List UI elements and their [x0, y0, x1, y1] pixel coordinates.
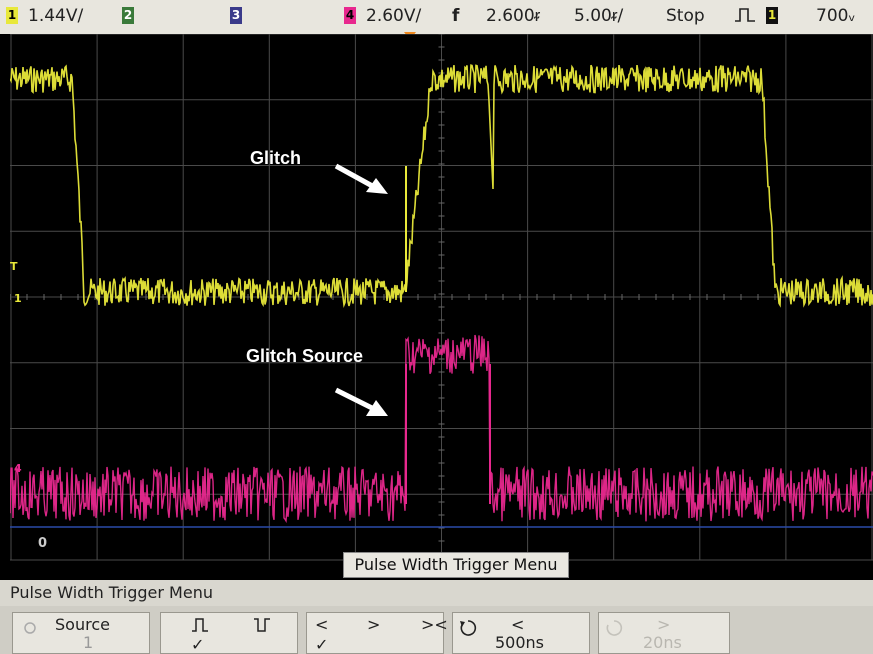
channel-4-waveform — [10, 334, 873, 524]
greater-than-symbol: > — [657, 615, 671, 634]
trigger-level-marker: T — [10, 260, 18, 273]
channel-2-indicator[interactable]: 2 — [122, 7, 134, 24]
greater-than-time-softkey[interactable]: > 20ns — [598, 612, 730, 654]
trigger-level[interactable]: 700ᵥ — [816, 6, 856, 26]
waveform-canvas — [10, 34, 873, 561]
timebase-value[interactable]: 5.00ᵲ/ — [574, 6, 624, 26]
run-state[interactable]: Stop — [666, 6, 705, 26]
less-than-time-value: 500ns — [495, 633, 545, 652]
trigger-source-indicator: 1 — [766, 7, 778, 24]
source-value: 1 — [83, 633, 94, 652]
waveform-display[interactable]: Glitch Glitch Source T 1 4 0 — [10, 34, 873, 580]
qualifier-greater-than: > — [367, 615, 381, 634]
rotate-knob-icon — [606, 620, 623, 636]
channel-1-scale[interactable]: 1.44V/ — [28, 6, 84, 26]
rotate-knob-icon — [460, 620, 477, 636]
qualifier-less-than: < — [315, 615, 329, 634]
channel-4-indicator[interactable]: 4 — [344, 7, 356, 24]
polarity-check-icon: ✓ — [191, 635, 205, 654]
channel-4-scale[interactable]: 2.60V/ — [366, 6, 422, 26]
menu-overlay-label: Pulse Width Trigger Menu — [343, 552, 569, 578]
pulse-trigger-icon — [734, 6, 756, 29]
glitch-arrow-icon — [334, 163, 388, 194]
qualifier-check-icon: ✓ — [315, 635, 329, 654]
rotate-knob-icon — [24, 622, 36, 634]
status-bar: 1 1.44V/ 2 3 4 2.60V/ f 2.600ᵲ 5.00ᵲ/ St… — [0, 0, 873, 34]
qualifier-range: >< — [421, 615, 448, 634]
polarity-softkey[interactable]: ✓ — [160, 612, 298, 654]
channel-3-indicator[interactable]: 3 — [230, 7, 242, 24]
delay-value[interactable]: 2.600ᵲ — [486, 6, 541, 26]
softkey-bar: Source 1 ✓ < > >< ✓ < 500ns > 20ns — [0, 606, 873, 654]
zero-marker: 0 — [38, 536, 48, 551]
less-than-time-softkey[interactable]: < 500ns — [452, 612, 590, 654]
trigger-edge-icon: f — [452, 6, 460, 26]
channel-1-waveform — [10, 64, 873, 308]
glitch-source-arrow-icon — [334, 387, 388, 416]
greater-than-time-value: 20ns — [643, 633, 682, 652]
channel-4-ground-marker: 4 — [14, 462, 22, 475]
channel-1-indicator[interactable]: 1 — [6, 7, 18, 24]
glitch-source-annotation: Glitch Source — [246, 346, 364, 366]
menu-title: Pulse Width Trigger Menu — [0, 580, 873, 606]
qualifier-softkey[interactable]: < > >< ✓ — [306, 612, 448, 654]
glitch-annotation: Glitch — [250, 148, 302, 168]
channel-1-ground-marker: 1 — [14, 292, 22, 305]
source-softkey[interactable]: Source 1 — [12, 612, 150, 654]
less-than-symbol: < — [511, 615, 525, 634]
positive-pulse-icon — [192, 618, 208, 632]
source-label: Source — [55, 615, 110, 634]
negative-pulse-icon — [254, 618, 270, 632]
